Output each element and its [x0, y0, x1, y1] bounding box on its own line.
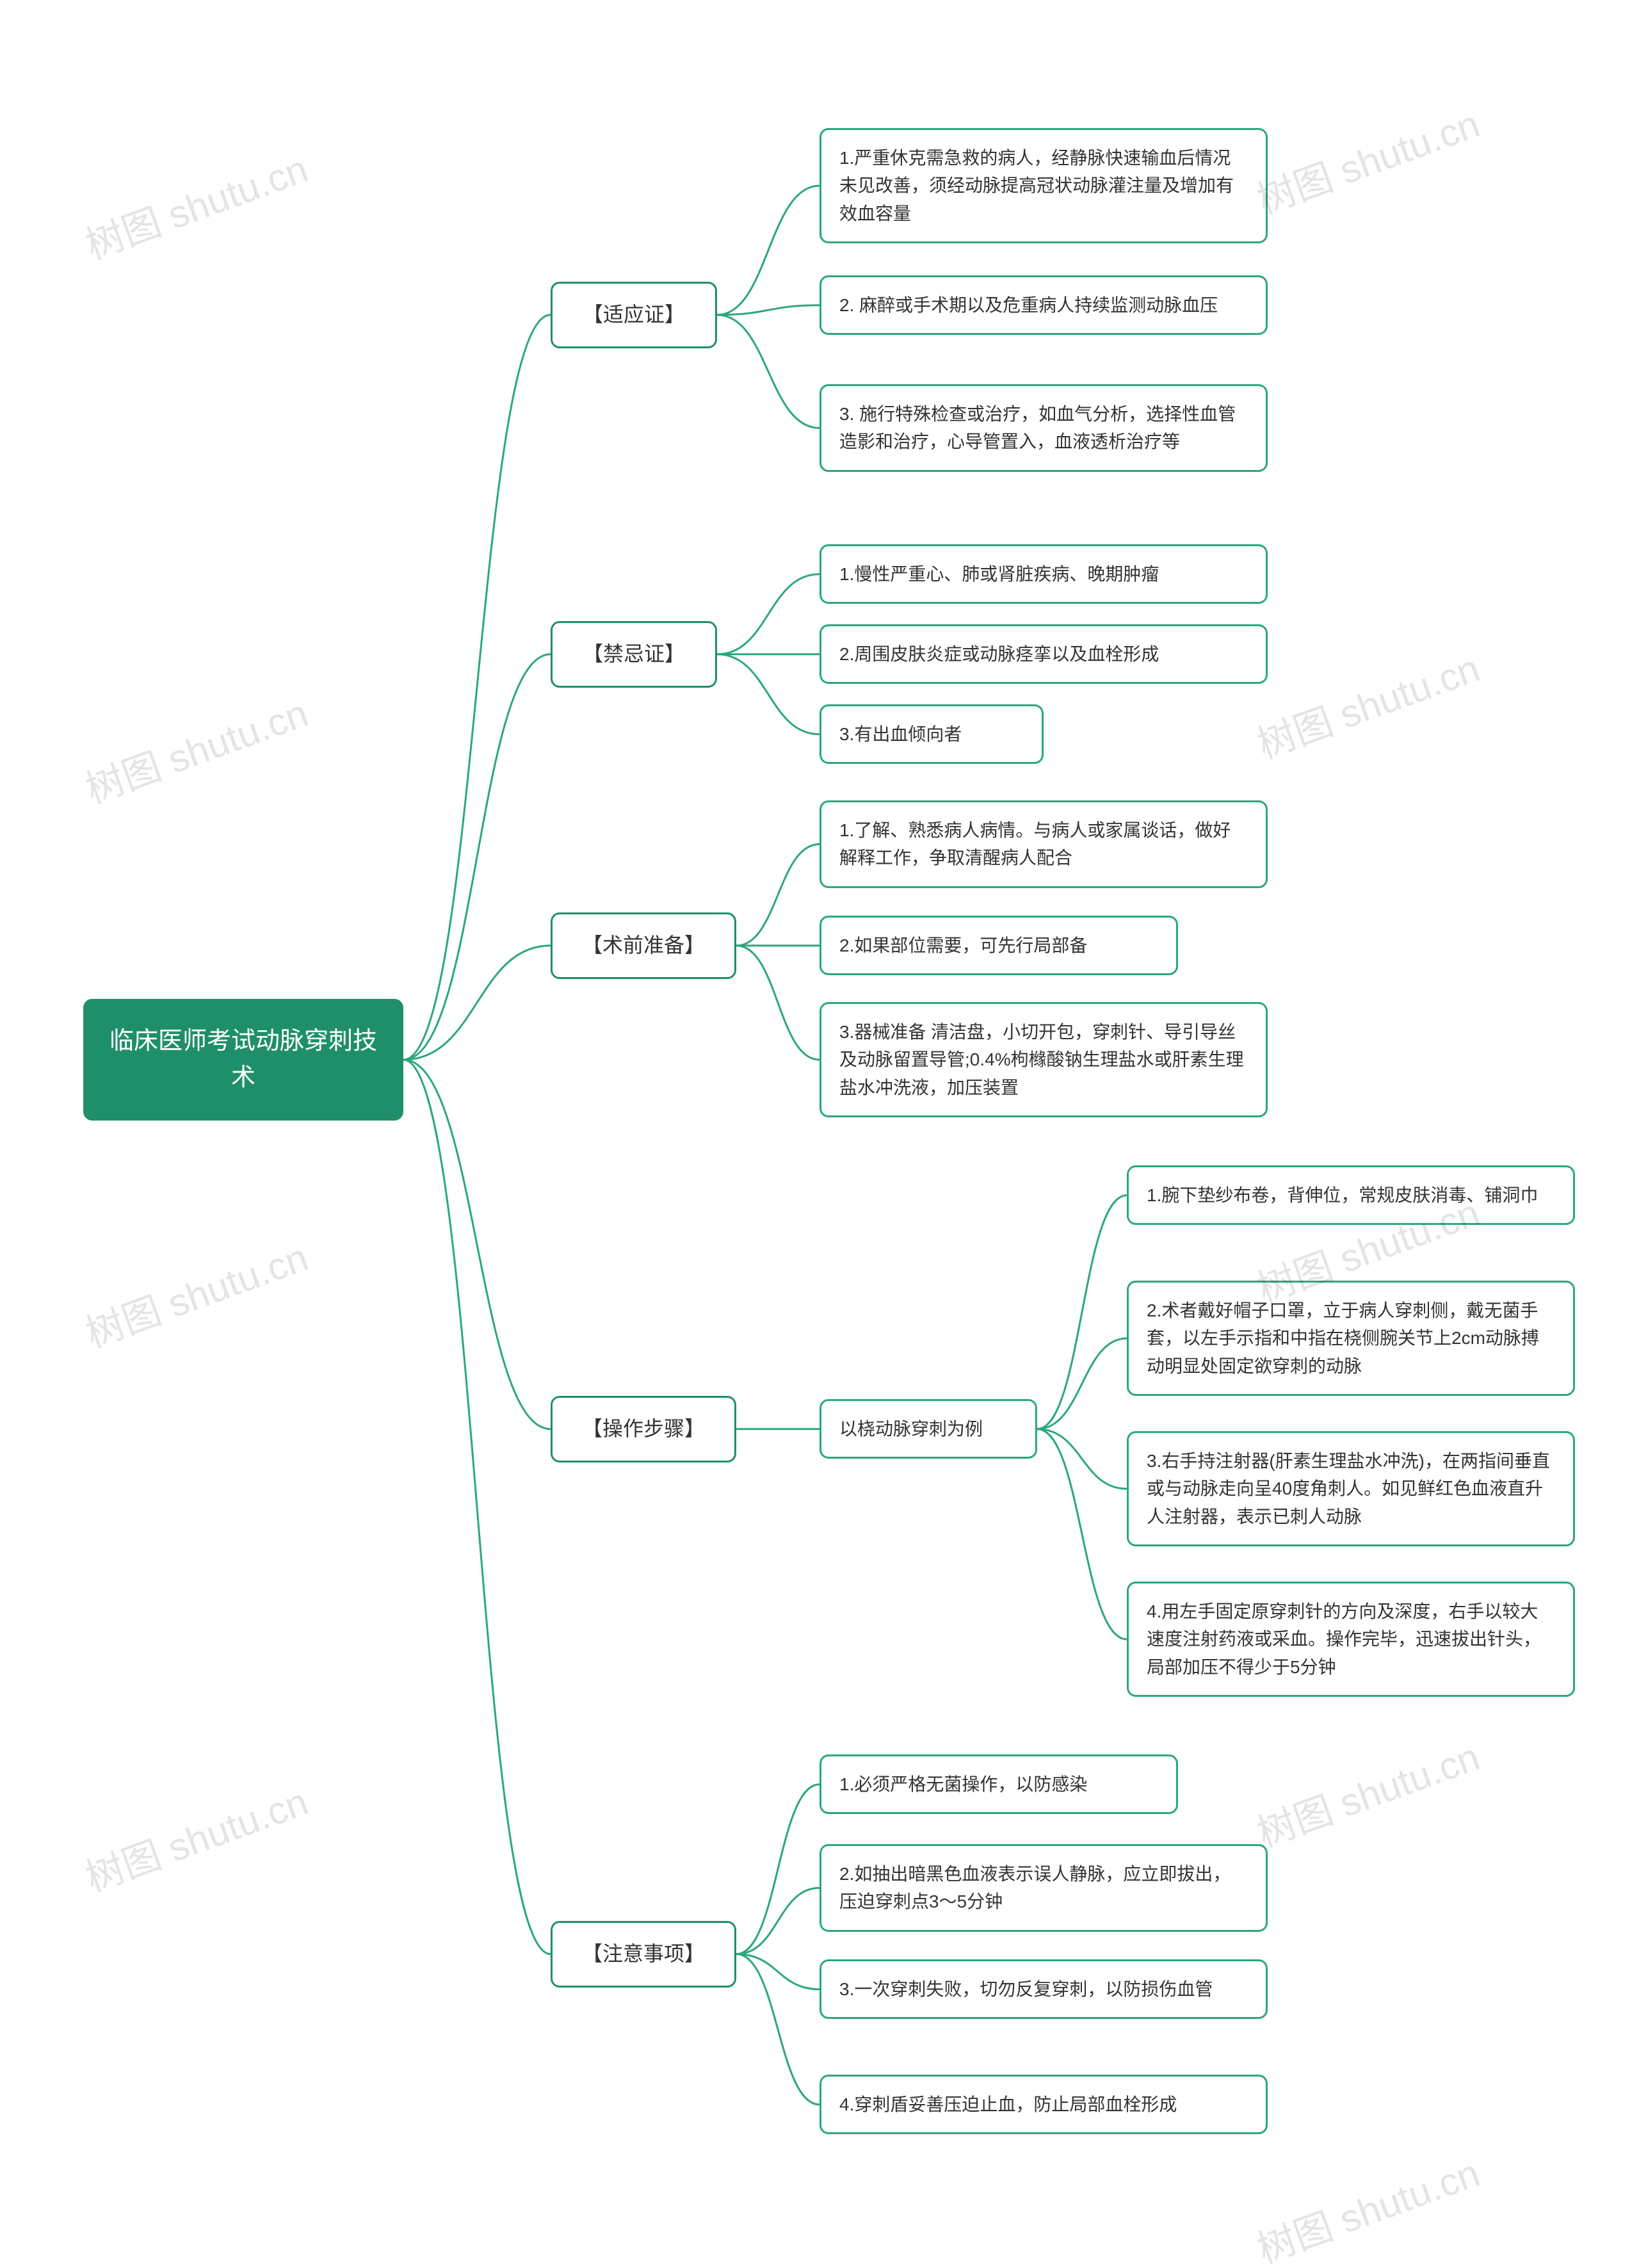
leaf-node-s5c4: 4.穿刺盾妥善压迫止血，防止局部血栓形成 — [820, 2075, 1268, 2134]
mid-node-s4m1: 以桡动脉穿刺为例 — [820, 1399, 1037, 1459]
connector-lines — [0, 0, 1639, 2268]
watermark: 树图 shutu.cn — [1248, 1726, 1486, 1858]
leaf-node-s2c3: 3.有出血倾向者 — [820, 704, 1044, 764]
leaf-node-s5c3: 3.一次穿刺失败，切勿反复穿刺，以防损伤血管 — [820, 1959, 1268, 2019]
watermark: 树图 shutu.cn — [77, 138, 314, 270]
leaf-node-s4m1c3: 3.右手持注射器(肝素生理盐水冲洗)，在两指间垂直或与动脉走向呈40度角刺人。如… — [1127, 1431, 1575, 1546]
leaf-node-s1c1: 1.严重休克需急救的病人，经静脉快速输血后情况未见改善，须经动脉提高冠状动脉灌注… — [820, 128, 1268, 243]
leaf-node-s4m1c4: 4.用左手固定原穿刺针的方向及深度，右手以较大速度注射药液或采血。操作完毕，迅速… — [1127, 1582, 1575, 1697]
leaf-node-s3c1: 1.了解、熟悉病人病情。与病人或家属谈话，做好解释工作，争取清醒病人配合 — [820, 800, 1268, 888]
leaf-node-s4m1c2: 2.术者戴好帽子口罩，立于病人穿刺侧，戴无菌手套，以左手示指和中指在桡侧腕关节上… — [1127, 1281, 1575, 1396]
watermark: 树图 shutu.cn — [1248, 93, 1486, 225]
section-node-s2: 【禁忌证】 — [551, 621, 717, 688]
section-node-s5: 【注意事项】 — [551, 1921, 736, 1988]
watermark: 树图 shutu.cn — [77, 683, 314, 814]
leaf-node-s5c1: 1.必须严格无菌操作，以防感染 — [820, 1754, 1178, 1814]
leaf-node-s3c3: 3.器械准备 清洁盘，小切开包，穿刺针、导引导丝及动脉留置导管;0.4%枸橼酸钠… — [820, 1002, 1268, 1117]
watermark: 树图 shutu.cn — [77, 1771, 314, 1903]
section-node-s1: 【适应证】 — [551, 282, 717, 348]
leaf-node-s3c2: 2.如果部位需要，可先行局部备 — [820, 916, 1178, 975]
root-node: 临床医师考试动脉穿刺技术 — [83, 999, 403, 1121]
leaf-node-s1c2: 2. 麻醉或手术期以及危重病人持续监测动脉血压 — [820, 275, 1268, 335]
leaf-node-s5c2: 2.如抽出暗黑色血液表示误人静脉，应立即拔出，压迫穿刺点3～5分钟 — [820, 1844, 1268, 1932]
watermark: 树图 shutu.cn — [1248, 2142, 1486, 2268]
leaf-node-s4m1c1: 1.腕下垫纱布卷，背伸位，常规皮肤消毒、铺洞巾 — [1127, 1165, 1575, 1225]
leaf-node-s1c3: 3. 施行特殊检查或治疗，如血气分析，选择性血管造影和治疗，心导管置入，血液透析… — [820, 384, 1268, 472]
mindmap-canvas: 临床医师考试动脉穿刺技术 【适应证】 1.严重休克需急救的病人，经静脉快速输血后情况… — [0, 0, 1639, 2268]
watermark: 树图 shutu.cn — [1248, 638, 1486, 770]
section-node-s3: 【术前准备】 — [551, 912, 736, 979]
section-node-s4: 【操作步骤】 — [551, 1396, 736, 1462]
leaf-node-s2c2: 2.周围皮肤炎症或动脉痉挛以及血栓形成 — [820, 624, 1268, 684]
leaf-node-s2c1: 1.慢性严重心、肺或肾脏疾病、晚期肿瘤 — [820, 544, 1268, 604]
watermark: 树图 shutu.cn — [77, 1227, 314, 1359]
